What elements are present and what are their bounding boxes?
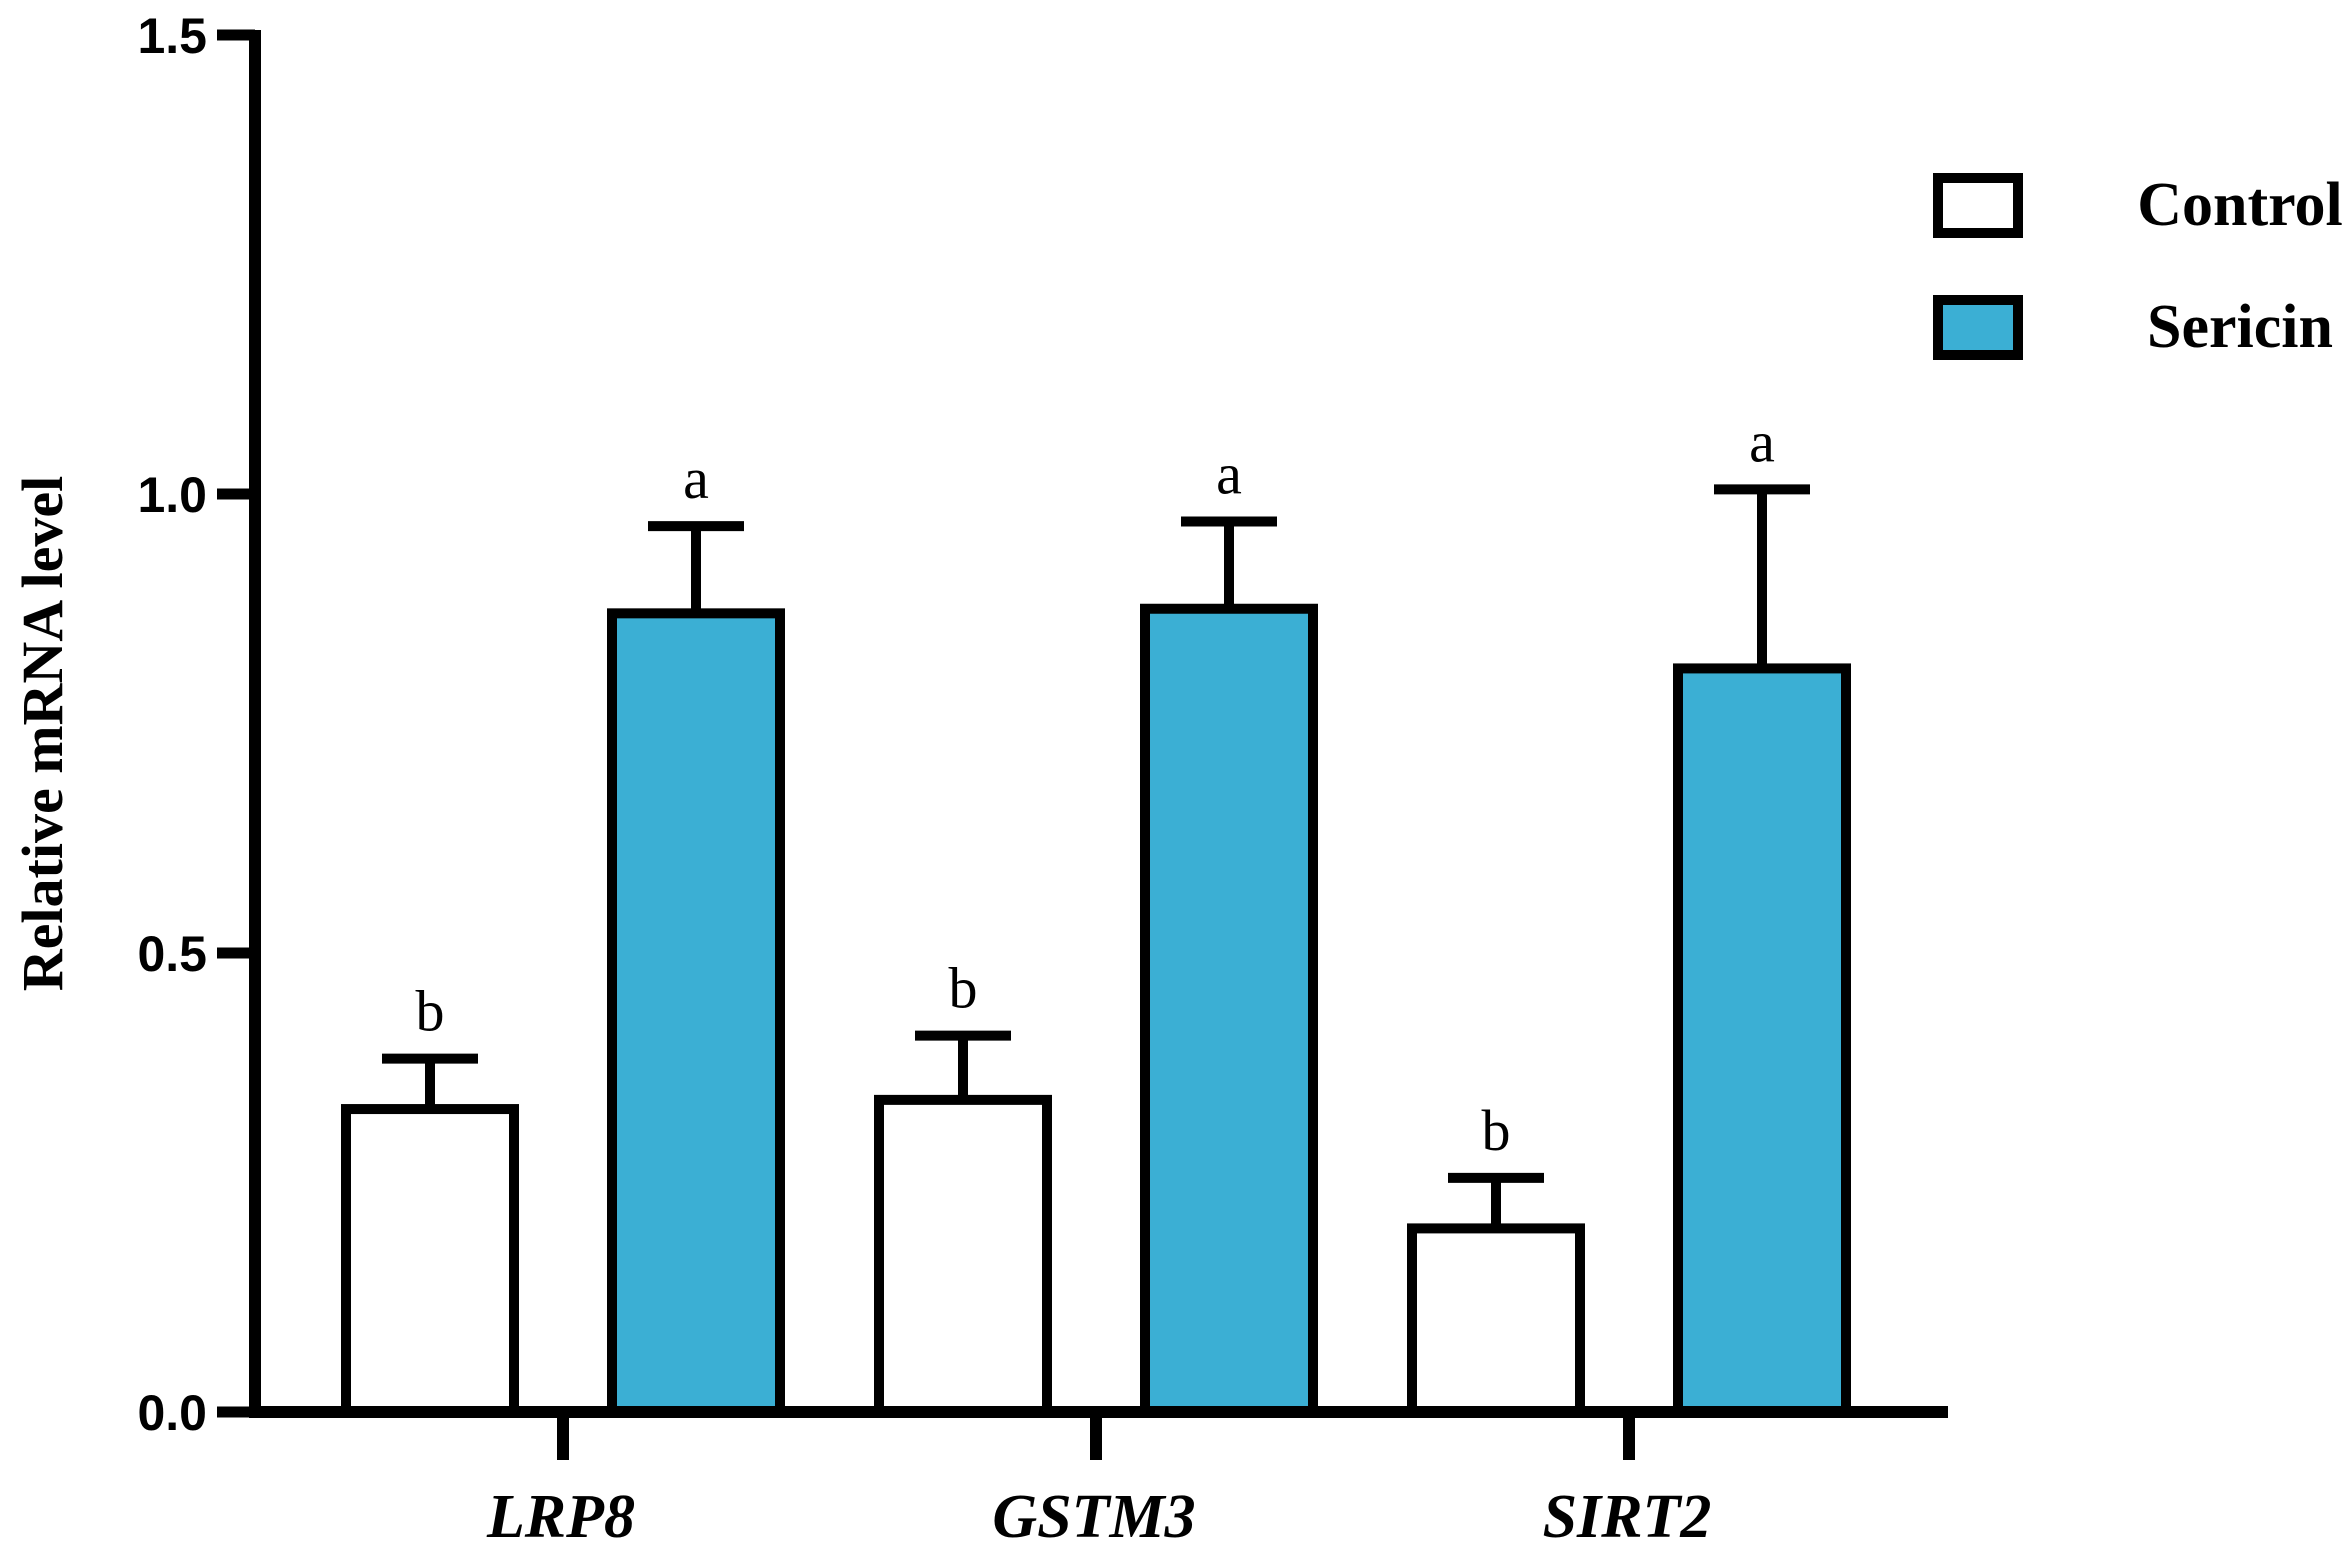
legend-swatch-control xyxy=(1933,173,2023,238)
bar-control-sirt2 xyxy=(1407,1223,1585,1418)
x-tick-label-lrp8: LRP8 xyxy=(486,1483,635,1551)
legend-swatch-sericin xyxy=(1933,295,2023,360)
significance-label: a xyxy=(1216,442,1242,507)
legend: Control Sericin xyxy=(1933,171,2343,361)
bar-control-gstm3 xyxy=(874,1094,1052,1417)
bar-sericin-gstm3 xyxy=(1140,603,1318,1417)
significance-label: b xyxy=(1482,1098,1511,1163)
significance-label: a xyxy=(1749,409,1775,474)
y-tick-label: 1.5 xyxy=(137,8,207,64)
y-tick-label: 1.0 xyxy=(137,467,207,523)
y-axis-title: Relative mRNA level xyxy=(10,476,75,991)
bars-layer: b a b a b a xyxy=(341,409,1851,1418)
bar-sericin-sirt2 xyxy=(1673,663,1851,1417)
legend-label-control: Control xyxy=(2137,171,2343,239)
y-tick-label: 0.0 xyxy=(137,1385,207,1441)
significance-label: b xyxy=(949,956,978,1021)
legend-label-sericin: Sericin xyxy=(2147,293,2333,361)
y-axis-title-group: Relative mRNA level xyxy=(10,476,75,991)
bar-sericin-lrp8 xyxy=(607,608,785,1417)
significance-label: a xyxy=(683,446,709,511)
x-categories: LRP8 GSTM3 SIRT2 xyxy=(486,1412,1711,1551)
y-tick-label: 0.5 xyxy=(137,926,207,982)
bar-control-lrp8 xyxy=(341,1104,519,1418)
x-tick-label-gstm3: GSTM3 xyxy=(992,1483,1195,1551)
y-ticks: 0.0 0.5 1.0 1.5 xyxy=(137,8,255,1441)
significance-label: b xyxy=(416,979,445,1044)
x-tick-label-sirt2: SIRT2 xyxy=(1543,1483,1712,1551)
